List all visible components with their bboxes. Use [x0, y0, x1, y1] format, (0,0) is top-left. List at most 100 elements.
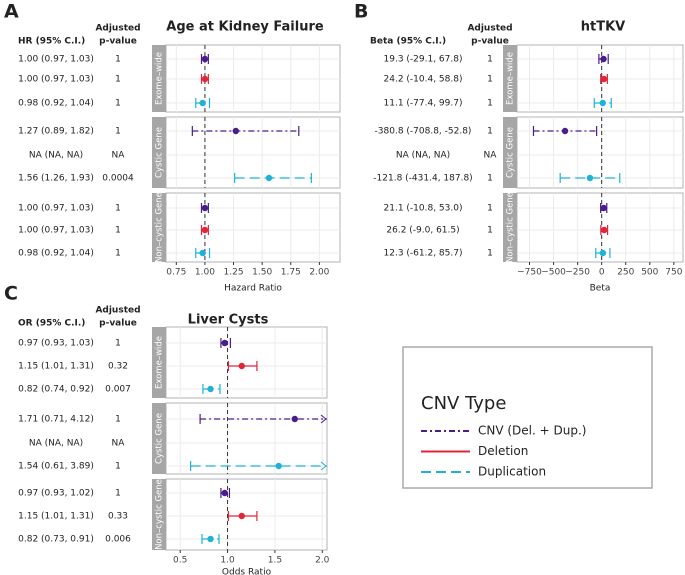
- point: [199, 99, 206, 107]
- panel: [165, 326, 328, 399]
- ci-header: HR (95% C.I.): [18, 37, 85, 47]
- p-label: 1: [115, 415, 121, 425]
- point: [291, 415, 298, 423]
- facet-label: Non–cystic Gene: [155, 192, 165, 263]
- point: [265, 174, 273, 182]
- ci-label: 0.97 (0.93, 1.02): [18, 489, 94, 499]
- p-label: 0.007: [105, 385, 131, 395]
- panel: [165, 478, 328, 551]
- p-label: 1: [487, 75, 493, 85]
- panel: [516, 192, 684, 263]
- p-label: 1: [115, 204, 121, 214]
- x-tick-label: 2.0: [315, 556, 330, 566]
- p-label: 1: [487, 249, 493, 259]
- p-header: Adjusted: [467, 24, 512, 34]
- x-tick-label: −250: [565, 268, 590, 278]
- chart-title: Age at Kidney Failure: [166, 20, 324, 35]
- x-tick-label: 1.0: [220, 556, 235, 566]
- chart-title: Liver Cysts: [188, 313, 269, 328]
- x-tick-label: −750: [517, 268, 542, 278]
- ci-label: 1.15 (1.01, 1.31): [18, 362, 94, 372]
- arrow: [320, 461, 327, 471]
- ci-label: NA (NA, NA): [396, 151, 450, 161]
- point: [561, 127, 569, 135]
- panel: [516, 116, 684, 189]
- point: [201, 204, 209, 212]
- panel-label: C: [4, 283, 18, 305]
- p-header: Adjusted: [95, 306, 140, 316]
- ci-label: 0.98 (0.92, 1.04): [18, 249, 94, 259]
- p-label: 1: [115, 249, 121, 259]
- point: [600, 75, 608, 83]
- x-tick-label: 0: [599, 268, 605, 278]
- p-label: 1: [115, 226, 121, 236]
- facet-strip: [503, 45, 517, 112]
- x-tick-label: −500: [541, 268, 566, 278]
- facet-label: Exome–wide: [155, 336, 165, 389]
- facet-label: Cystic Gene: [155, 127, 165, 178]
- point: [207, 385, 214, 393]
- panel-label: A: [4, 1, 19, 23]
- ci-label: 1.54 (0.61, 3.89): [18, 462, 94, 472]
- ci-label: 12.3 (-61.2, 85.7): [384, 249, 463, 259]
- p-header: p-value: [471, 37, 509, 47]
- legend-title: CNV Type: [421, 393, 506, 414]
- facet-label: Exome–wide: [155, 52, 165, 105]
- ci-label: 0.97 (0.93, 1.03): [18, 339, 94, 349]
- facet-label: Cystic Gene: [155, 413, 165, 464]
- facet-strip: [152, 193, 166, 262]
- p-label: NA: [484, 151, 498, 161]
- ci-label: 1.00 (0.97, 1.03): [18, 204, 94, 214]
- legend-label: Duplication: [478, 465, 546, 479]
- facet-strip: [152, 403, 166, 474]
- ci-label: 1.00 (0.97, 1.03): [18, 55, 94, 65]
- point: [199, 249, 206, 257]
- facet-label: Non–cystic Gene: [155, 479, 165, 550]
- x-tick-label: 0.5: [173, 556, 187, 566]
- facet-strip: [152, 117, 166, 188]
- ci-label: 26.2 (-9.0, 61.5): [386, 226, 459, 236]
- facet-label: Cystic Gene: [506, 127, 516, 178]
- p-label: 1: [487, 174, 493, 184]
- panel-label: B: [354, 1, 368, 23]
- point: [586, 174, 594, 182]
- p-label: 1: [487, 55, 493, 65]
- p-label: 1: [115, 462, 121, 472]
- p-label: 0.0004: [102, 174, 134, 184]
- ci-label: NA (NA, NA): [29, 439, 83, 449]
- ci-label: 19.3 (-29.1, 67.8): [384, 55, 463, 65]
- point: [221, 489, 228, 497]
- x-axis-label: Hazard Ratio: [224, 284, 282, 294]
- x-tick-label: 1.25: [224, 268, 244, 278]
- ci-label: 1.00 (0.97, 1.03): [18, 226, 94, 236]
- p-label: 1: [115, 55, 121, 65]
- point: [221, 339, 228, 347]
- ci-label: 1.15 (1.01, 1.31): [18, 512, 94, 522]
- point: [600, 55, 607, 63]
- ci-header: Beta (95% C.I.): [370, 37, 446, 47]
- facet-strip: [503, 193, 517, 262]
- ci-label: 1.56 (1.26, 1.93): [18, 174, 94, 184]
- point: [238, 512, 245, 520]
- facet-label: Exome–wide: [506, 52, 516, 105]
- p-label: 1: [115, 75, 121, 85]
- x-tick-label: 1.75: [281, 268, 301, 278]
- x-axis-label: Beta: [590, 284, 611, 294]
- p-label: 1: [487, 204, 493, 214]
- p-header: Adjusted: [95, 24, 140, 34]
- x-tick-label: 750: [665, 268, 682, 278]
- ci-label: -121.8 (-431.4, 187.8): [373, 174, 472, 184]
- legend-label: Deletion: [478, 444, 528, 458]
- p-label: 0.32: [108, 362, 128, 372]
- legend-box: [402, 346, 653, 489]
- point: [201, 75, 209, 83]
- ci-label: 0.82 (0.74, 0.92): [18, 385, 94, 395]
- ci-label: NA (NA, NA): [29, 151, 83, 161]
- p-label: 1: [115, 489, 121, 499]
- point: [599, 99, 606, 107]
- point: [601, 226, 608, 234]
- ci-label: 0.82 (0.73, 0.91): [18, 535, 94, 545]
- facet-strip: [152, 45, 166, 112]
- x-axis-label: Odds Ratio: [222, 568, 272, 575]
